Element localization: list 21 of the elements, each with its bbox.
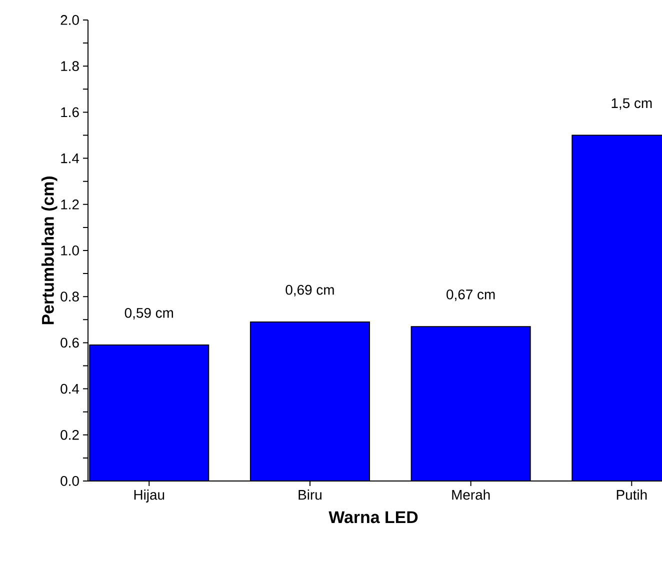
y-tick-label: 1.4 (61, 154, 80, 164)
y-tick-label: 0.2 (60, 430, 79, 440)
y-tick-label: 0.0 (60, 476, 79, 486)
data-label: 0,59 cm (124, 308, 173, 320)
data-label: 0,67 cm (446, 290, 495, 302)
x-tick-label: Biru (298, 490, 322, 500)
x-tick-label: Hijau (134, 490, 164, 503)
x-tick-label: Putih (616, 490, 647, 500)
x-tick-label: Merah (452, 490, 490, 500)
y-tick-label: 1.0 (61, 246, 79, 256)
y-tick-label: 0.6 (60, 338, 79, 348)
y-tick-label: 2.0 (60, 15, 79, 25)
y-tick-label: 1.8 (61, 61, 79, 72)
y-tick-label: 0.4 (60, 384, 80, 394)
y-tick-label: 1.6 (61, 107, 79, 118)
y-tick-label: 1.2 (61, 200, 79, 210)
y-tick-label: 0.8 (60, 292, 79, 302)
x-axis-title: Warna LED (328, 511, 418, 524)
data-label: 1,5 cm (612, 98, 652, 110)
y-axis-title: Pertumbuhan (cm) (41, 176, 58, 324)
data-label: 0,69 cm (286, 284, 334, 296)
